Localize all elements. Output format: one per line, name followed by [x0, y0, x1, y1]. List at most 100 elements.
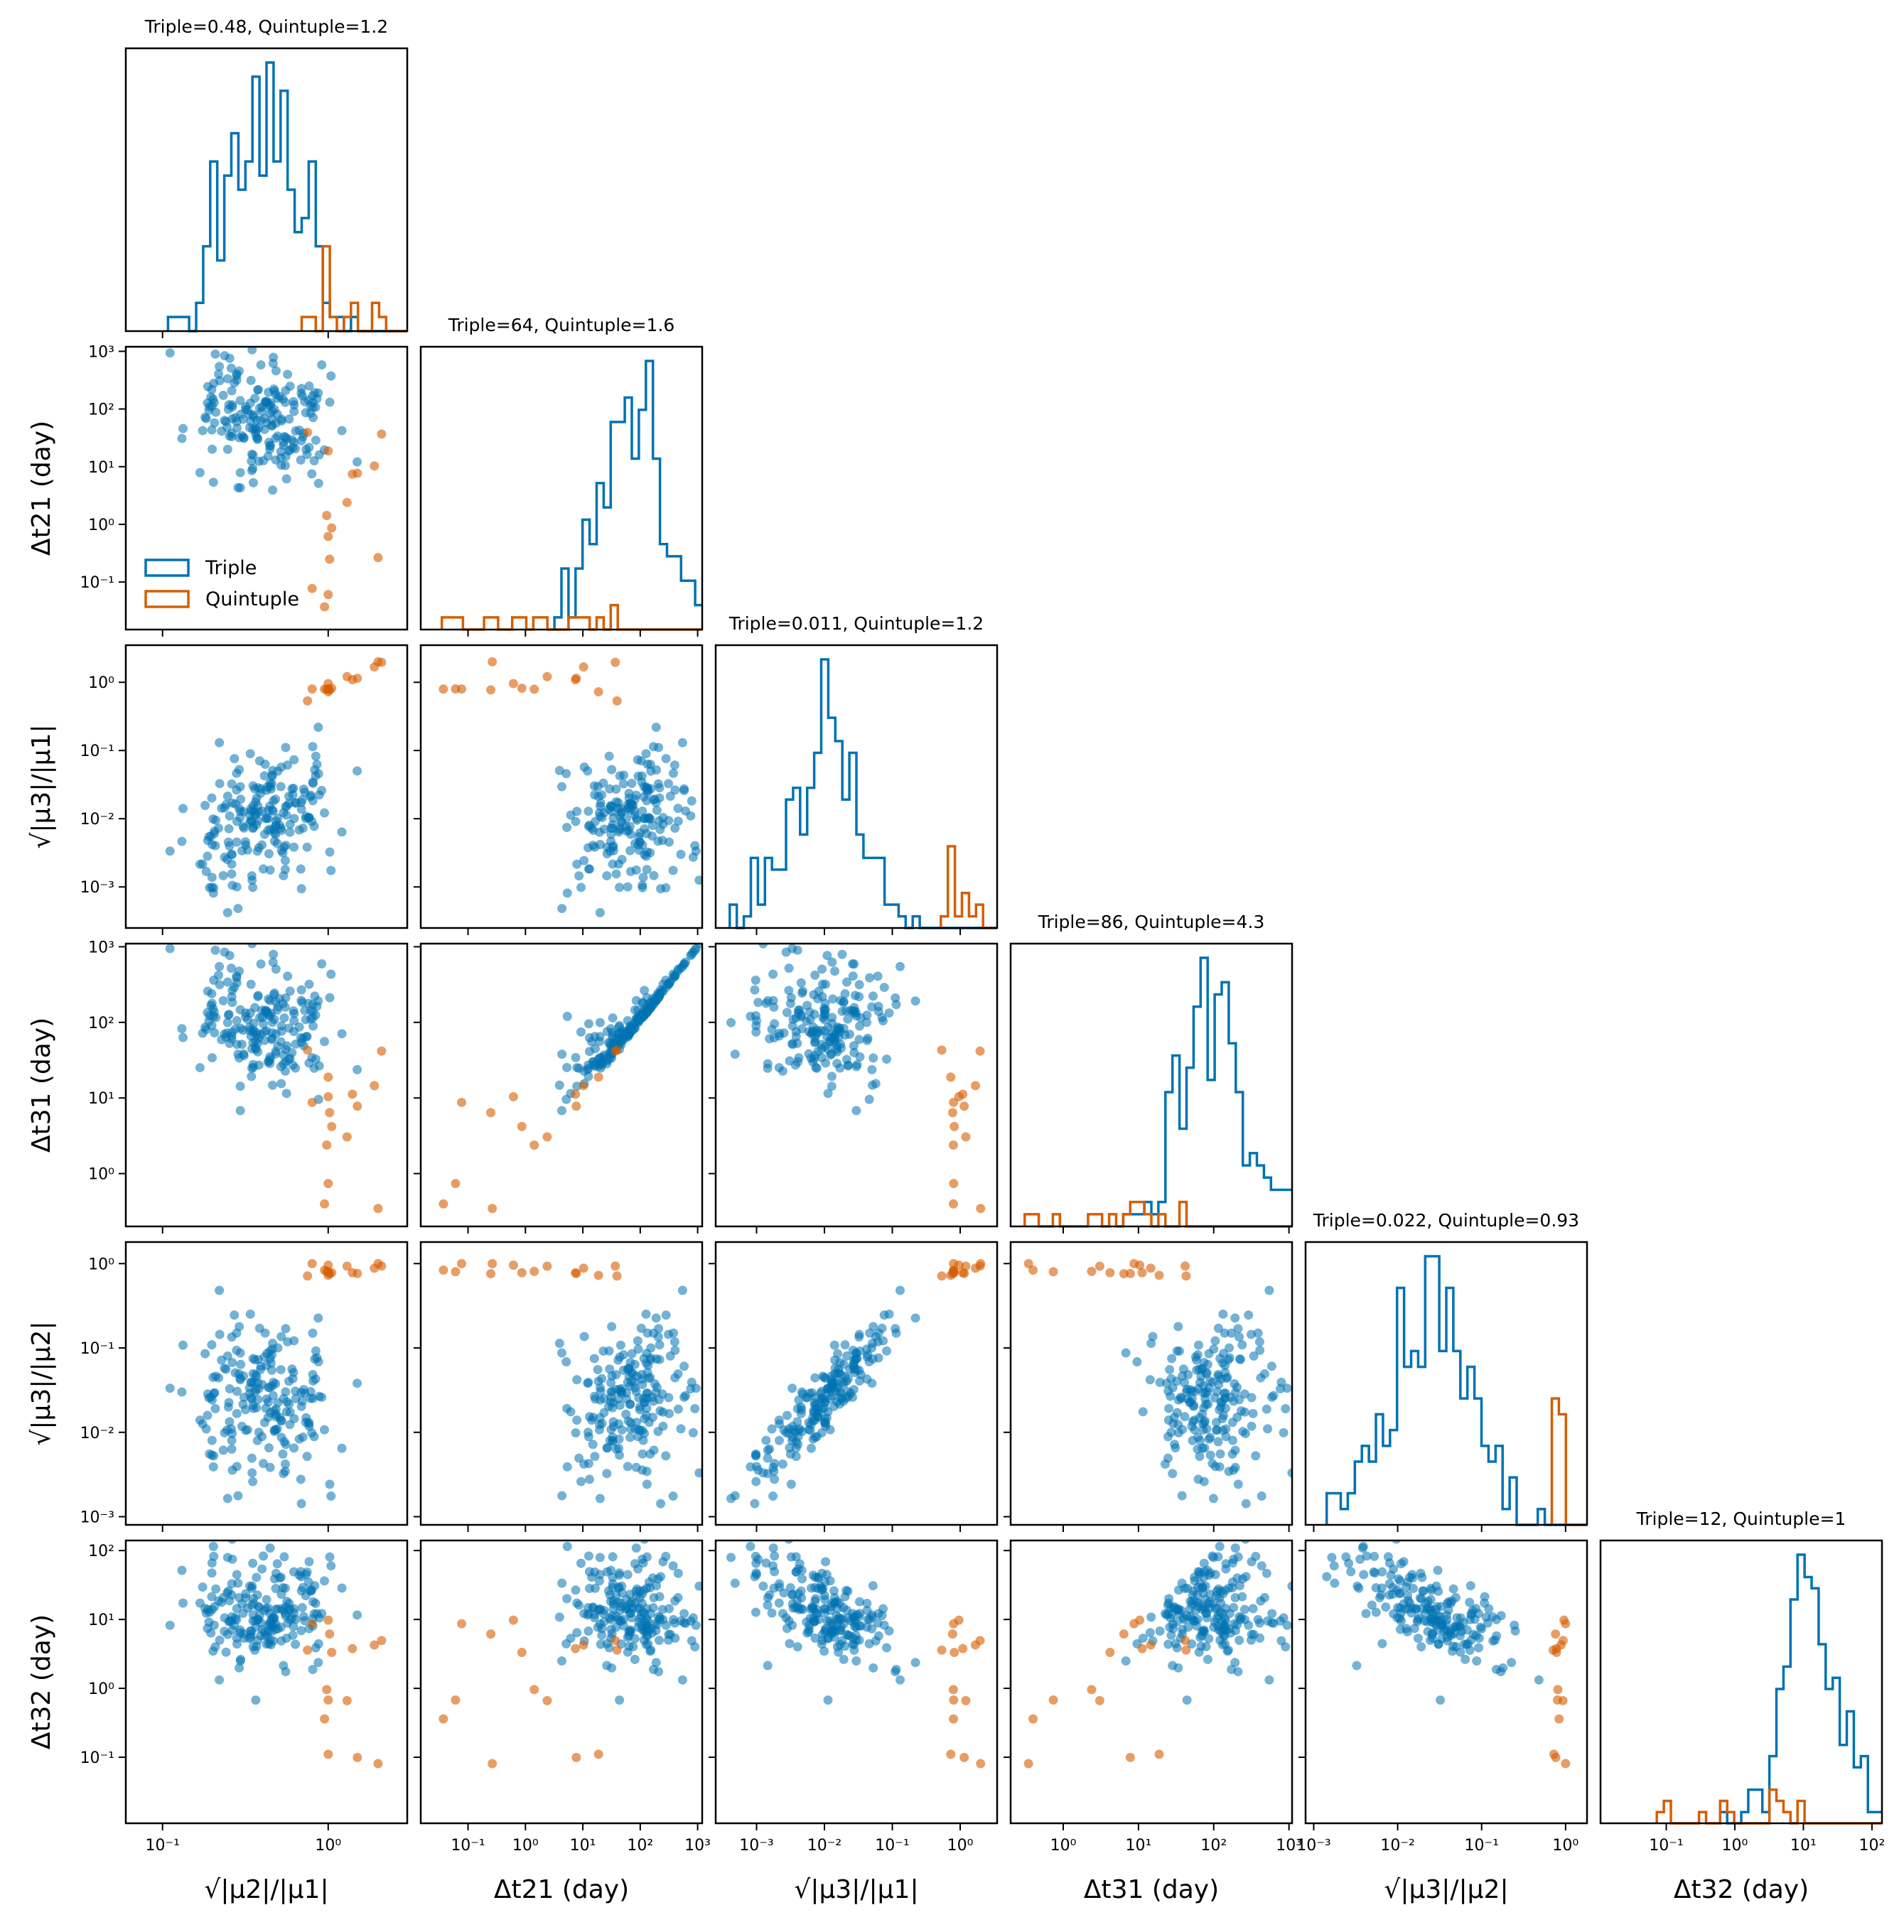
point-quintuple — [327, 1121, 337, 1131]
point-triple — [240, 1405, 250, 1415]
y-axis-label-dt21: Δt21 (day) — [27, 421, 56, 556]
point-triple — [823, 1407, 833, 1417]
point-quintuple — [947, 1108, 957, 1118]
point-triple — [864, 1639, 874, 1648]
point-triple — [614, 825, 624, 835]
point-quintuple — [451, 1695, 461, 1705]
point-triple — [247, 347, 257, 355]
point-triple — [679, 1361, 689, 1371]
point-quintuple — [949, 1695, 959, 1705]
point-triple — [854, 1597, 864, 1607]
point-triple — [1466, 1635, 1476, 1645]
point-triple — [589, 1354, 599, 1364]
point-triple — [288, 790, 298, 800]
point-triple — [850, 1006, 860, 1016]
point-triple — [1322, 1572, 1332, 1582]
point-triple — [235, 396, 245, 406]
point-triple — [832, 1059, 842, 1069]
point-triple — [268, 1391, 278, 1401]
point-triple — [309, 455, 319, 465]
panel-r2-c2: Triple=64, Quintuple=1.6 — [419, 315, 704, 637]
y-tick-label: 10⁻¹ — [80, 743, 114, 760]
point-triple — [1488, 1612, 1497, 1621]
point-triple — [1167, 1354, 1177, 1364]
point-quintuple — [1105, 1268, 1115, 1278]
point-quintuple — [949, 1714, 959, 1724]
point-quintuple — [488, 1759, 497, 1769]
point-triple — [177, 1387, 187, 1397]
point-quintuple — [1094, 1261, 1104, 1271]
point-quintuple — [320, 1199, 330, 1209]
x-axis-label-m21: √|μ2|/|μ1| — [204, 1875, 328, 1904]
point-triple — [1361, 1609, 1371, 1619]
point-triple — [1279, 1613, 1289, 1623]
point-triple — [635, 837, 645, 847]
point-triple — [265, 782, 275, 792]
point-triple — [1204, 1434, 1214, 1444]
point-triple — [576, 883, 586, 892]
point-triple — [877, 1323, 887, 1333]
point-triple — [227, 1540, 237, 1544]
point-triple — [1168, 1383, 1178, 1393]
point-triple — [207, 401, 217, 411]
point-triple — [623, 1026, 633, 1036]
point-triple — [254, 1428, 264, 1437]
point-triple — [165, 944, 175, 954]
point-triple — [224, 1009, 234, 1019]
x-tick-label: 10⁻³ — [1296, 1837, 1330, 1855]
point-triple — [269, 836, 279, 846]
point-triple — [656, 884, 666, 894]
point-triple — [628, 1641, 638, 1651]
point-triple — [1212, 1425, 1222, 1435]
point-triple — [654, 1395, 664, 1405]
point-triple — [1248, 1604, 1258, 1614]
point-triple — [628, 1369, 638, 1378]
point-triple — [809, 1613, 819, 1623]
point-triple — [240, 1012, 250, 1022]
point-triple — [1239, 1604, 1249, 1614]
point-triple — [642, 1006, 652, 1016]
point-triple — [1376, 1590, 1386, 1600]
point-triple — [602, 1443, 612, 1453]
point-quintuple — [612, 696, 622, 706]
point-triple — [765, 1590, 775, 1600]
point-quintuple — [373, 1759, 383, 1769]
point-triple — [1396, 1624, 1406, 1634]
point-triple — [1201, 1369, 1211, 1378]
point-triple — [281, 1324, 291, 1334]
point-triple — [670, 1345, 680, 1355]
point-triple — [910, 1313, 920, 1323]
point-triple — [269, 1425, 279, 1435]
point-triple — [198, 1419, 208, 1429]
point-triple — [296, 985, 306, 995]
point-triple — [294, 825, 304, 835]
point-triple — [834, 1599, 844, 1609]
point-triple — [276, 1416, 286, 1426]
point-triple — [646, 766, 656, 776]
point-triple — [261, 814, 271, 824]
point-triple — [590, 1583, 600, 1593]
point-triple — [276, 1026, 286, 1036]
point-quintuple — [373, 553, 383, 563]
point-triple — [782, 1410, 792, 1420]
point-triple — [1146, 1339, 1156, 1349]
point-triple — [283, 760, 293, 770]
point-quintuple — [320, 1265, 330, 1275]
point-triple — [638, 1449, 647, 1459]
point-triple — [556, 1106, 566, 1116]
point-triple — [1417, 1572, 1427, 1582]
point-triple — [1237, 1613, 1247, 1623]
point-triple — [765, 1034, 775, 1044]
point-triple — [1221, 1559, 1231, 1569]
point-triple — [1392, 1540, 1402, 1544]
x-tick-label: 10¹ — [1125, 1837, 1151, 1855]
point-quintuple — [961, 1132, 971, 1142]
point-triple — [1165, 1365, 1175, 1375]
point-quintuple — [611, 1636, 620, 1646]
point-triple — [669, 1328, 679, 1338]
point-triple — [227, 880, 237, 890]
point-triple — [246, 1632, 256, 1642]
point-triple — [1190, 1616, 1200, 1626]
point-triple — [1203, 1565, 1212, 1575]
point-triple — [631, 790, 641, 800]
